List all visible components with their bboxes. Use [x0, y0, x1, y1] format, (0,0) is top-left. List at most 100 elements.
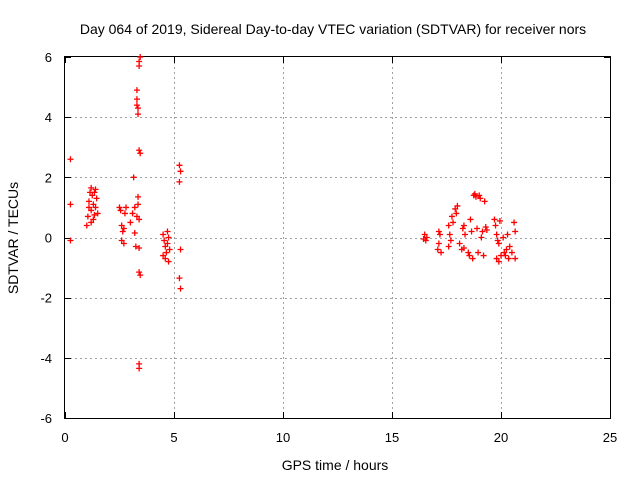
data-point — [435, 240, 442, 247]
data-point — [435, 228, 442, 235]
data-point — [446, 231, 453, 238]
data-point — [460, 222, 467, 229]
data-point — [448, 213, 455, 220]
data-point — [135, 201, 142, 208]
data-point — [438, 249, 445, 256]
data-point — [505, 255, 512, 262]
data-point — [135, 193, 142, 200]
plot-frame — [64, 56, 611, 419]
data-point — [502, 252, 509, 259]
data-point — [136, 147, 143, 154]
data-point — [436, 231, 443, 238]
data-point — [434, 246, 441, 253]
data-point — [85, 204, 92, 211]
data-point — [474, 225, 481, 232]
data-point — [480, 252, 487, 259]
data-point — [482, 223, 489, 230]
data-point — [133, 102, 140, 109]
data-point — [91, 189, 98, 196]
data-point — [88, 184, 95, 191]
data-point — [466, 252, 473, 259]
data-point — [165, 258, 172, 265]
data-point — [136, 365, 143, 372]
data-point — [160, 252, 167, 259]
x-tick-label: 5 — [170, 430, 177, 445]
data-point — [493, 255, 500, 262]
data-point — [67, 237, 74, 244]
data-point — [92, 204, 99, 211]
data-point — [483, 226, 490, 233]
data-point — [452, 205, 459, 212]
data-point — [132, 243, 139, 250]
data-point — [495, 240, 502, 247]
data-point — [177, 285, 184, 292]
data-point — [164, 228, 171, 235]
data-point — [504, 231, 511, 238]
data-point — [92, 186, 99, 193]
data-point — [476, 192, 483, 199]
data-point — [460, 245, 467, 252]
data-point — [120, 240, 127, 247]
data-point — [130, 174, 137, 181]
data-point — [468, 228, 475, 235]
data-point — [135, 105, 142, 112]
data-point — [177, 246, 184, 253]
data-point — [83, 222, 90, 229]
data-point — [501, 249, 508, 256]
data-point — [445, 243, 452, 250]
x-tick-label: 20 — [494, 430, 508, 445]
data-point — [467, 216, 474, 223]
data-point — [421, 231, 428, 238]
x-tick-label: 15 — [385, 430, 399, 445]
data-point — [454, 202, 461, 209]
data-point — [137, 54, 144, 60]
data-point — [136, 269, 143, 276]
data-point — [469, 255, 476, 262]
y-axis-label: SDTVAR / TECUs — [5, 182, 21, 294]
data-points — [67, 54, 519, 372]
data-point — [67, 201, 74, 208]
data-point — [160, 231, 167, 238]
data-point — [447, 237, 454, 244]
y-tick-label: -2 — [40, 291, 52, 306]
data-point — [84, 213, 91, 220]
data-point — [420, 236, 427, 243]
chart-title: Day 064 of 2019, Sidereal Day-to-day VTE… — [80, 21, 586, 37]
data-point — [116, 204, 123, 211]
x-tick-labels: 0 5 10 15 20 25 — [61, 430, 617, 445]
data-point — [481, 198, 488, 205]
data-point — [479, 228, 486, 235]
data-point — [450, 219, 457, 226]
data-point — [496, 217, 503, 224]
y-tick-label: 2 — [45, 170, 52, 185]
data-point — [512, 228, 519, 235]
data-point — [462, 231, 469, 238]
data-point — [88, 207, 95, 214]
data-point — [136, 216, 143, 223]
data-point — [67, 156, 74, 163]
data-point — [453, 210, 460, 217]
data-point — [508, 249, 515, 256]
data-point — [88, 219, 95, 226]
data-point — [93, 195, 100, 202]
data-point — [136, 245, 143, 252]
data-point — [133, 87, 140, 94]
data-point — [465, 249, 472, 256]
data-point — [136, 63, 143, 70]
y-tick-label: 4 — [45, 110, 52, 125]
y-tick-label: 6 — [45, 50, 52, 65]
data-point — [135, 111, 142, 118]
data-point — [118, 237, 125, 244]
y-tick-label: -6 — [40, 411, 52, 426]
data-point — [477, 195, 484, 202]
data-point — [506, 243, 513, 250]
data-point — [445, 222, 452, 229]
y-tick-label: -4 — [40, 351, 52, 366]
data-point — [456, 240, 463, 247]
x-tick-label: 0 — [61, 430, 68, 445]
data-point — [495, 258, 502, 265]
data-point — [85, 198, 92, 205]
data-point — [118, 222, 125, 229]
data-point — [131, 229, 138, 236]
